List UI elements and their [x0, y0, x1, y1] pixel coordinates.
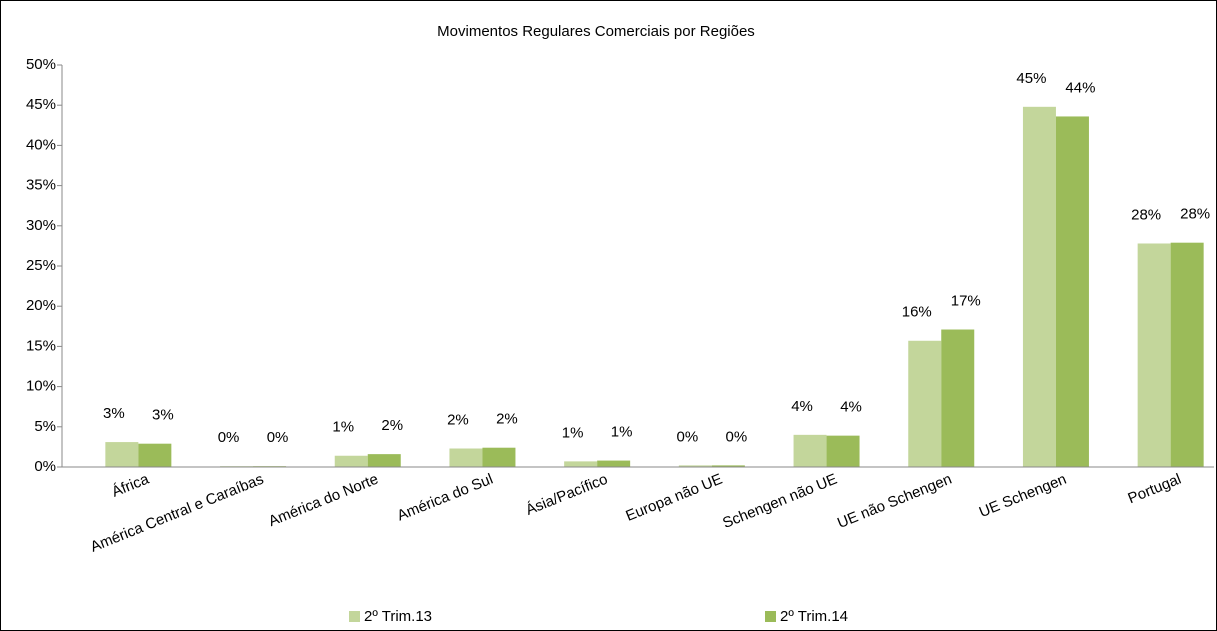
bar	[941, 329, 975, 467]
value-label: 4%	[791, 398, 813, 415]
y-tick-label: 45%	[26, 96, 56, 113]
bar	[482, 447, 516, 467]
value-label: 44%	[1065, 79, 1095, 96]
value-label: 2%	[496, 411, 518, 428]
value-label: 0%	[218, 429, 240, 446]
legend-swatch	[349, 611, 360, 622]
value-label: 0%	[677, 428, 699, 445]
bar	[334, 455, 368, 467]
bar	[367, 454, 401, 467]
value-label: 0%	[267, 429, 289, 446]
bar	[138, 443, 172, 467]
value-label: 2%	[447, 411, 469, 428]
value-label: 16%	[902, 304, 932, 321]
bar	[1055, 116, 1089, 468]
bar	[678, 465, 712, 467]
y-tick-label: 30%	[26, 217, 56, 234]
y-tick-label: 40%	[26, 136, 56, 153]
legend-swatch	[765, 611, 776, 622]
bar	[1022, 106, 1056, 468]
value-label: 4%	[840, 399, 862, 416]
value-label: 3%	[152, 407, 174, 424]
y-tick-label: 25%	[26, 257, 56, 274]
bar	[1170, 242, 1204, 467]
value-label: 1%	[611, 424, 633, 441]
bar	[105, 442, 139, 467]
value-label: 2%	[381, 417, 403, 434]
y-tick-label: 0%	[34, 458, 56, 475]
y-tick-label: 5%	[34, 418, 56, 435]
bar	[597, 460, 631, 467]
value-label: 1%	[332, 419, 354, 436]
value-label: 3%	[103, 405, 125, 422]
y-tick-label: 50%	[26, 56, 56, 73]
y-tick-label: 15%	[26, 337, 56, 354]
value-label: 45%	[1016, 70, 1046, 87]
value-label: 1%	[562, 424, 584, 441]
value-label: 0%	[726, 428, 748, 445]
y-tick-label: 10%	[26, 378, 56, 395]
legend-label: 2º Trim.13	[364, 608, 432, 625]
bar	[908, 340, 942, 467]
value-label: 28%	[1180, 206, 1210, 223]
y-tick-label: 35%	[26, 177, 56, 194]
value-label: 28%	[1131, 206, 1161, 223]
value-label: 17%	[951, 292, 981, 309]
y-tick-label: 20%	[26, 297, 56, 314]
chart-title: Movimentos Regulares Comerciais por Regi…	[437, 23, 755, 40]
bar	[826, 435, 860, 467]
bar	[711, 465, 745, 467]
bar	[793, 434, 827, 467]
bar	[564, 461, 598, 467]
bar	[1137, 243, 1171, 467]
legend-label: 2º Trim.14	[780, 608, 848, 625]
bar	[449, 448, 483, 467]
